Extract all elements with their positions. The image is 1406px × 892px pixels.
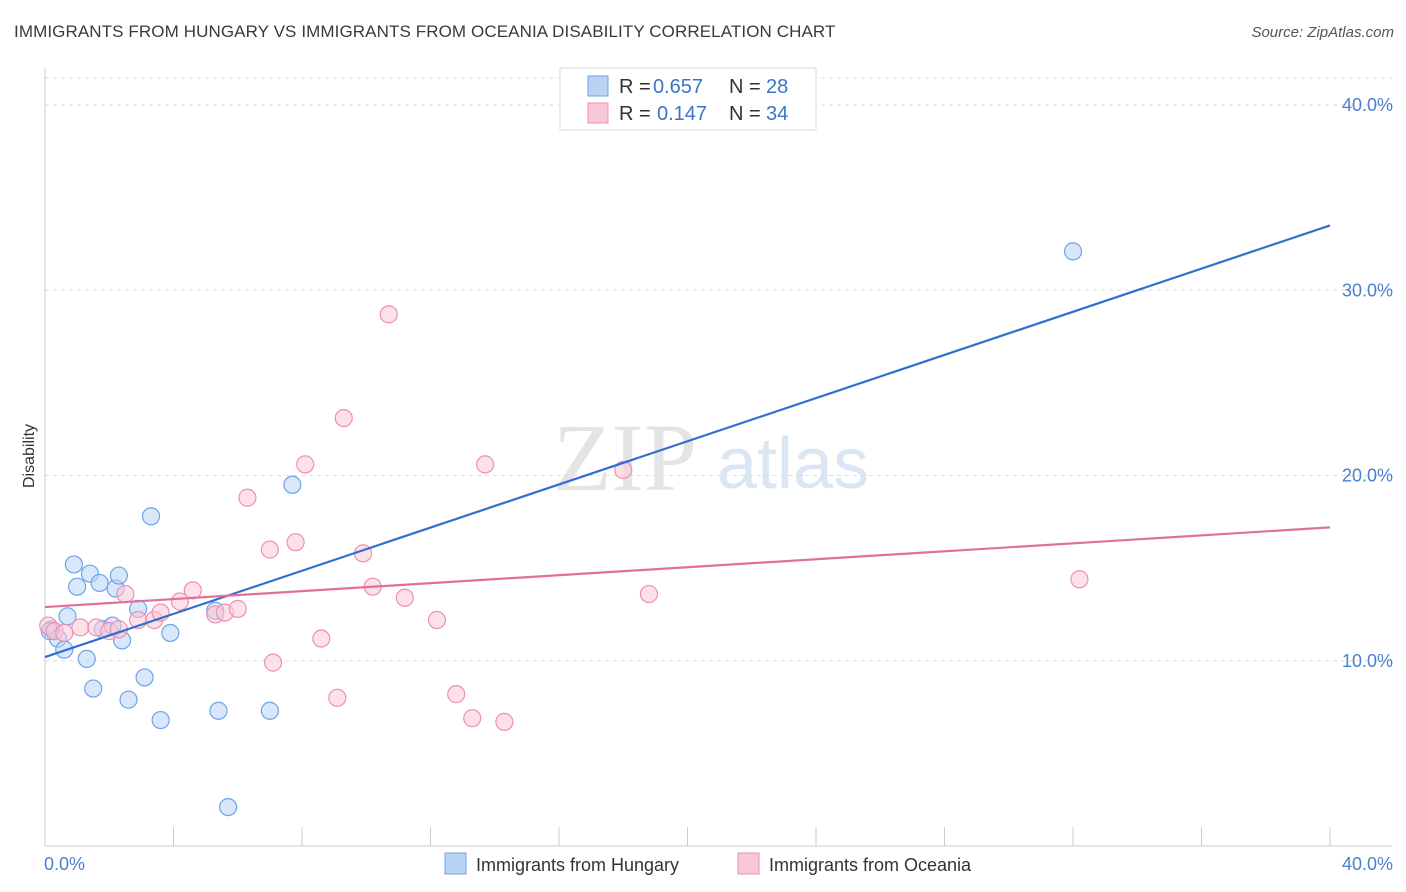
point-hungary — [84, 679, 103, 698]
point-hungary — [1063, 242, 1083, 261]
x-tick-label: 40.0% — [1342, 854, 1393, 874]
point-oceania — [395, 588, 414, 607]
point-hungary — [161, 623, 180, 643]
axes — [44, 68, 1392, 847]
x-tick-labels: 0.0% 40.0% — [44, 854, 1393, 874]
stats-legend: R = 0.657 N = 28 R = 0.147 N = 34 — [559, 67, 817, 131]
point-oceania — [427, 610, 447, 630]
point-oceania — [614, 460, 633, 480]
point-oceania — [55, 623, 74, 643]
y-axis-label: Disability — [21, 424, 38, 488]
trend-lines — [44, 224, 1331, 659]
legend-r-label-oceania: R = — [619, 103, 651, 125]
grid — [45, 77, 1392, 662]
point-hungary — [77, 649, 96, 669]
point-oceania — [463, 709, 482, 728]
series-label-oceania: Immigrants from Oceania — [769, 855, 972, 875]
point-oceania — [312, 629, 331, 648]
point-oceania — [1070, 570, 1089, 589]
point-hungary — [135, 668, 154, 687]
point-hungary — [260, 701, 279, 720]
point-hungary — [119, 690, 138, 709]
x-tick-label: 0.0% — [44, 854, 85, 874]
point-hungary — [219, 797, 238, 817]
point-oceania — [296, 455, 315, 474]
legend-r-value-hungary: 0.657 — [653, 76, 703, 98]
point-oceania — [447, 685, 466, 704]
point-oceania — [476, 455, 495, 474]
source-label: Source: ZipAtlas.com — [1251, 24, 1394, 41]
watermark: ZIP atlas — [553, 404, 869, 511]
point-hungary — [151, 710, 170, 730]
watermark-atlas: atlas — [717, 424, 869, 504]
point-oceania — [495, 712, 514, 731]
point-oceania — [379, 305, 398, 324]
point-oceania — [238, 488, 257, 507]
point-hungary — [141, 507, 161, 526]
legend-r-label-hungary: R = — [619, 76, 651, 98]
point-oceania — [116, 584, 135, 604]
point-hungary — [64, 555, 84, 574]
legend-swatch-oceania — [587, 102, 609, 124]
point-hungary — [209, 701, 228, 720]
legend-r-value-oceania: 0.147 — [657, 103, 707, 125]
data-points — [39, 242, 1089, 817]
y-tick-label: 40.0% — [1342, 95, 1393, 115]
y-tick-labels: 10.0% 20.0% 30.0% 40.0% — [1342, 95, 1393, 671]
point-oceania — [286, 533, 305, 552]
series-swatch-hungary — [444, 852, 467, 875]
point-hungary — [283, 475, 302, 494]
point-oceania — [260, 540, 279, 559]
point-hungary — [68, 577, 87, 596]
point-oceania — [170, 592, 190, 611]
point-oceania — [328, 688, 347, 707]
point-oceania — [263, 653, 283, 672]
y-tick-label: 30.0% — [1342, 280, 1393, 300]
point-oceania — [334, 409, 353, 428]
trend-line-oceania — [44, 526, 1331, 609]
series-swatch-oceania — [737, 852, 760, 875]
point-oceania — [183, 581, 202, 600]
chart-title: IMMIGRANTS FROM HUNGARY VS IMMIGRANTS FR… — [14, 22, 836, 41]
series-legend: Immigrants from Hungary Immigrants from … — [444, 852, 972, 875]
series-label-hungary: Immigrants from Hungary — [476, 855, 679, 875]
legend-swatch-hungary — [587, 75, 609, 97]
legend-n-value-hungary: 28 — [766, 76, 788, 98]
trend-line-hungary — [44, 224, 1331, 659]
point-oceania — [639, 584, 659, 604]
point-hungary — [90, 573, 109, 593]
y-tick-label: 10.0% — [1342, 651, 1393, 671]
point-oceania — [71, 618, 90, 637]
legend-n-label-oceania: N = — [729, 103, 761, 125]
y-tick-label: 20.0% — [1342, 466, 1393, 486]
point-hungary — [109, 566, 128, 585]
watermark-zip: ZIP — [553, 404, 697, 511]
legend-n-label-hungary: N = — [729, 76, 761, 98]
legend-n-value-oceania: 34 — [766, 103, 788, 125]
point-oceania — [228, 599, 247, 618]
